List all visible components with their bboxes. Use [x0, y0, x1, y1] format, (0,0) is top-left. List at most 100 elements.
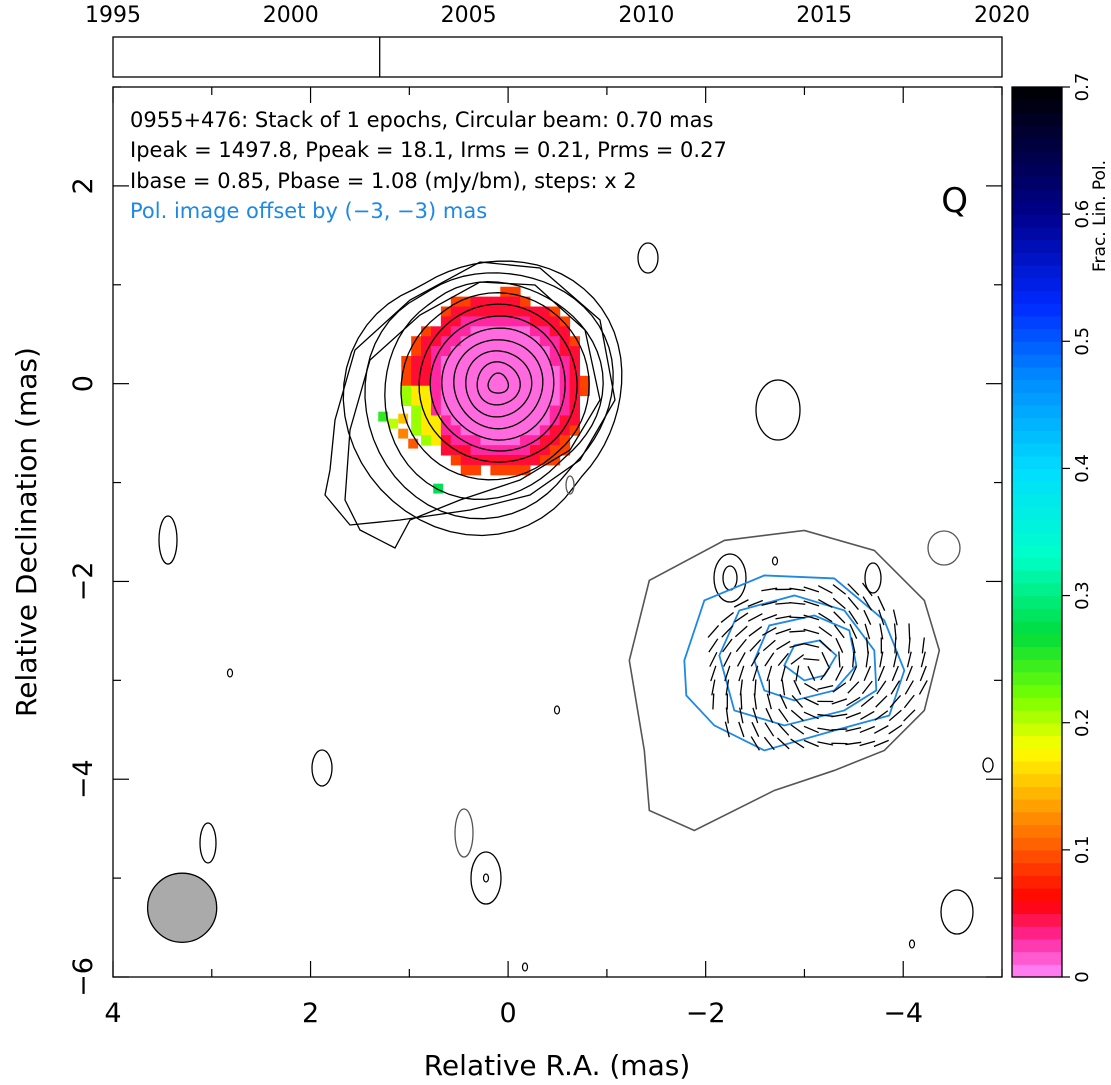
colorbar-swatch: [1012, 239, 1062, 253]
evpa-tick: [833, 611, 846, 624]
polarization-pixel: [388, 418, 399, 429]
polarization-pixel: [421, 435, 432, 446]
evpa-tick: [833, 624, 845, 639]
colorbar-swatch: [1012, 354, 1062, 368]
polarization-pixel: [559, 326, 571, 337]
polarization-pixel: [490, 385, 501, 397]
polarization-pixel: [559, 405, 571, 416]
polarization-pixel: [470, 356, 481, 367]
polarization-pixel: [440, 365, 452, 377]
polarization-pixel: [529, 455, 541, 466]
evpa-tick: [762, 639, 776, 652]
colorbar-swatch: [1012, 277, 1062, 292]
polarization-pixel: [421, 365, 432, 377]
noise-contour: [864, 562, 882, 594]
x-axis-label: Relative R.A. (mas): [424, 1049, 691, 1082]
polarization-pixel: [440, 395, 452, 407]
polarization-pixel: [539, 425, 551, 436]
polarization-pixel: [450, 356, 462, 367]
polarization-pixel: [559, 365, 571, 377]
pol-outer-contour: [628, 529, 941, 832]
polarization-pixel: [500, 415, 511, 426]
polarization-pixel: [539, 306, 551, 317]
evpa-tick: [865, 637, 869, 654]
polarization-pixel: [490, 405, 501, 416]
polarization-pixel: [549, 306, 561, 317]
polarization-pixel: [539, 445, 551, 456]
evpa-tick: [750, 736, 760, 751]
colorbar-swatch: [1012, 137, 1062, 152]
polarization-pixel: [470, 326, 481, 337]
colorbar-tick-labels: 0 0.1 0.2 0.3 0.4 0.5 0.6 0.7: [1062, 73, 1093, 983]
colorbar-swatch: [1012, 417, 1062, 431]
polarization-pixel: [490, 365, 501, 377]
polarization-pixel: [500, 395, 511, 407]
polarization-pixel: [549, 395, 561, 407]
evpa-tick: [906, 651, 912, 668]
polarization-pixel: [539, 375, 551, 387]
polarization-pixel: [480, 385, 491, 397]
evpa-tick: [747, 599, 764, 607]
polarization-pixel: [411, 346, 422, 357]
evpa-tick: [817, 585, 833, 594]
evpa-tick: [781, 679, 786, 696]
polarization-pixel: [529, 445, 541, 456]
polarization-pixel: [460, 336, 472, 347]
evpa-tick: [803, 642, 820, 648]
colorbar-label: Frac. Lin. Pol.: [1090, 160, 1110, 272]
evpa-tick: [875, 695, 888, 708]
band-label: Q: [941, 181, 968, 221]
polarization-pixel: [490, 296, 501, 308]
colorbar-swatch: [1012, 671, 1062, 686]
colorbar-swatch: [1012, 315, 1062, 330]
noise-contour: [311, 749, 333, 787]
colorbar-swatch: [1012, 112, 1062, 126]
evpa-tick: [753, 693, 758, 710]
stokes-i-contour: [476, 361, 521, 406]
evpa-tick: [920, 651, 926, 668]
colorbar-tick-label: 0.6: [1072, 200, 1093, 229]
polarization-pixel: [450, 336, 462, 347]
polarization-pixel: [520, 306, 531, 317]
polarization-pixel: [480, 356, 491, 367]
colorbar-swatch: [1012, 404, 1062, 419]
colorbar-swatch: [1012, 862, 1062, 876]
colorbar-swatch: [1012, 163, 1062, 177]
evpa-tick: [861, 680, 873, 695]
polarization-pixel: [378, 411, 389, 422]
polarization-pixel: [520, 336, 531, 347]
polarization-pixel: [460, 365, 472, 377]
polarization-pixel: [460, 435, 472, 446]
evpa-tick: [821, 651, 830, 667]
evpa-tick: [852, 651, 855, 668]
polarization-pixel: [470, 296, 481, 308]
polarization-pixel: [579, 385, 590, 397]
evpa-tick: [762, 626, 777, 636]
polarization-pixel: [430, 395, 442, 407]
evpa-tick: [845, 726, 862, 732]
polarization-pixel: [510, 316, 521, 327]
colorbar-swatch: [1012, 799, 1062, 813]
colorbar-swatch: [1012, 506, 1062, 520]
noise-contour: [158, 515, 178, 565]
polarization-pixel: [490, 464, 501, 476]
evpa-tick: [863, 665, 872, 682]
colorbar-swatch: [1012, 379, 1062, 393]
polarization-pixel: [549, 405, 561, 416]
polarization-pixel: [480, 435, 491, 446]
polarization-pixel: [411, 415, 422, 426]
evpa-tick: [818, 598, 833, 608]
colorbar-swatch: [1012, 773, 1062, 787]
polarization-pixel: [411, 385, 422, 397]
polarization-pixel: [421, 326, 432, 337]
polarization-pixel: [421, 356, 432, 367]
timeline-frame: [112, 36, 1003, 78]
evpa-tick: [890, 680, 901, 695]
pol-contour: [783, 639, 838, 682]
polarization-pixel: [450, 375, 462, 387]
colorbar-swatch: [1012, 201, 1062, 215]
polarization-pixel: [460, 405, 472, 416]
polarization-pixel: [480, 306, 491, 317]
polarization-pixel: [529, 316, 541, 327]
evpa-tick: [892, 651, 898, 668]
